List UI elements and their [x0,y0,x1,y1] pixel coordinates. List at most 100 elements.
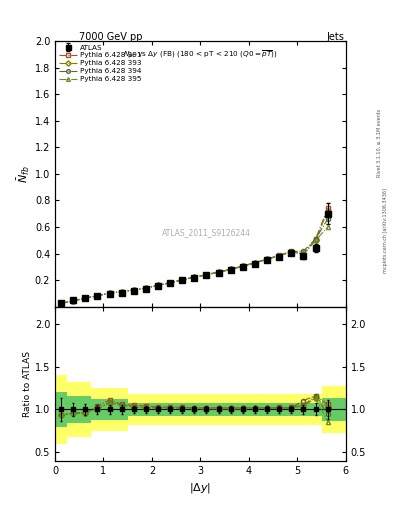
Pythia 6.428 395 [168,280,173,286]
Pythia 6.428 395 [180,277,185,283]
Pythia 6.428 393 [289,249,294,255]
Pythia 6.428 394 [168,280,173,286]
Pythia 6.428 394 [265,256,270,262]
Pythia 6.428 393 [156,283,160,289]
Pythia 6.428 391 [143,285,148,291]
Pythia 6.428 394 [216,269,221,275]
Pythia 6.428 391 [192,274,197,280]
Pythia 6.428 391 [204,271,209,278]
Text: mcplots.cern.ch [arXiv:1306.3436]: mcplots.cern.ch [arXiv:1306.3436] [384,188,388,273]
Pythia 6.428 395 [313,238,318,244]
Pythia 6.428 391 [277,252,281,259]
Pythia 6.428 394 [241,263,245,269]
Pythia 6.428 395 [265,256,270,262]
Pythia 6.428 391 [107,290,112,296]
Pythia 6.428 394 [131,287,136,293]
Pythia 6.428 395 [301,251,306,258]
Pythia 6.428 393 [228,266,233,272]
Pythia 6.428 393 [313,238,318,244]
Pythia 6.428 391 [180,276,185,283]
Pythia 6.428 393 [192,274,197,280]
Pythia 6.428 395 [228,266,233,272]
Pythia 6.428 395 [253,260,257,266]
Pythia 6.428 391 [95,292,100,298]
Pythia 6.428 393 [253,260,257,266]
Text: Rivet 3.1.10, ≥ 3.1M events: Rivet 3.1.10, ≥ 3.1M events [377,109,382,178]
Pythia 6.428 393 [325,208,330,214]
Pythia 6.428 391 [131,287,136,293]
Y-axis label: Ratio to ATLAS: Ratio to ATLAS [23,351,32,417]
Pythia 6.428 393 [131,287,136,293]
Pythia 6.428 395 [119,289,124,295]
Pythia 6.428 395 [277,252,281,259]
Line: Pythia 6.428 393: Pythia 6.428 393 [59,209,330,306]
Pythia 6.428 395 [156,283,160,289]
Pythia 6.428 391 [83,295,88,301]
Pythia 6.428 393 [277,252,281,259]
Pythia 6.428 393 [143,285,148,291]
Pythia 6.428 394 [289,249,294,255]
Pythia 6.428 394 [325,216,330,222]
Pythia 6.428 394 [95,293,100,299]
Pythia 6.428 395 [204,272,209,278]
Pythia 6.428 395 [143,285,148,291]
Pythia 6.428 394 [301,248,306,254]
Pythia 6.428 394 [119,289,124,295]
Pythia 6.428 393 [168,280,173,286]
Pythia 6.428 394 [253,260,257,266]
Pythia 6.428 391 [59,301,63,307]
Pythia 6.428 391 [228,266,233,272]
Pythia 6.428 393 [95,293,100,299]
Pythia 6.428 394 [156,283,160,289]
Pythia 6.428 391 [71,297,75,304]
Pythia 6.428 393 [107,290,112,296]
Pythia 6.428 394 [313,236,318,242]
Line: Pythia 6.428 395: Pythia 6.428 395 [59,225,330,306]
Text: 7000 GeV pp: 7000 GeV pp [79,32,142,42]
Pythia 6.428 394 [71,297,75,304]
Pythia 6.428 394 [83,295,88,301]
Pythia 6.428 391 [325,205,330,211]
Pythia 6.428 394 [107,290,112,296]
Pythia 6.428 391 [253,260,257,266]
Text: Jets: Jets [326,32,344,42]
Legend: ATLAS, Pythia 6.428 391, Pythia 6.428 393, Pythia 6.428 394, Pythia 6.428 395: ATLAS, Pythia 6.428 391, Pythia 6.428 39… [57,43,143,83]
Pythia 6.428 393 [119,289,124,295]
Pythia 6.428 395 [71,297,75,304]
Pythia 6.428 393 [83,295,88,301]
Pythia 6.428 395 [192,274,197,280]
Pythia 6.428 393 [265,256,270,262]
Pythia 6.428 391 [156,282,160,288]
Pythia 6.428 391 [301,251,306,257]
Pythia 6.428 395 [107,290,112,296]
Pythia 6.428 393 [241,263,245,269]
Pythia 6.428 393 [216,269,221,275]
Pythia 6.428 393 [71,297,75,304]
Pythia 6.428 395 [83,295,88,301]
Pythia 6.428 394 [59,301,63,307]
Pythia 6.428 395 [216,269,221,275]
Pythia 6.428 391 [241,263,245,269]
Pythia 6.428 394 [277,252,281,259]
Pythia 6.428 395 [325,224,330,230]
Pythia 6.428 393 [204,272,209,278]
Pythia 6.428 391 [265,256,270,262]
Pythia 6.428 395 [241,263,245,269]
Pythia 6.428 395 [59,301,63,307]
Pythia 6.428 393 [180,277,185,283]
Pythia 6.428 395 [289,249,294,255]
Pythia 6.428 391 [289,248,294,254]
Line: Pythia 6.428 394: Pythia 6.428 394 [59,217,330,306]
Text: $N_{jet}$ vs $\Delta y$ (FB) (180 < pT < 210 ($Q0 =\overline{pT}$)): $N_{jet}$ vs $\Delta y$ (FB) (180 < pT <… [123,49,278,62]
Pythia 6.428 393 [59,301,63,307]
Pythia 6.428 394 [143,285,148,291]
Pythia 6.428 393 [301,251,306,258]
Text: ATLAS_2011_S9126244: ATLAS_2011_S9126244 [162,228,251,237]
Pythia 6.428 395 [95,293,100,299]
Pythia 6.428 394 [180,277,185,283]
Pythia 6.428 391 [313,236,318,242]
Pythia 6.428 395 [131,287,136,293]
Pythia 6.428 394 [228,266,233,272]
Line: Pythia 6.428 391: Pythia 6.428 391 [59,206,330,306]
Y-axis label: $\bar{N}_{fb}$: $\bar{N}_{fb}$ [16,165,32,183]
